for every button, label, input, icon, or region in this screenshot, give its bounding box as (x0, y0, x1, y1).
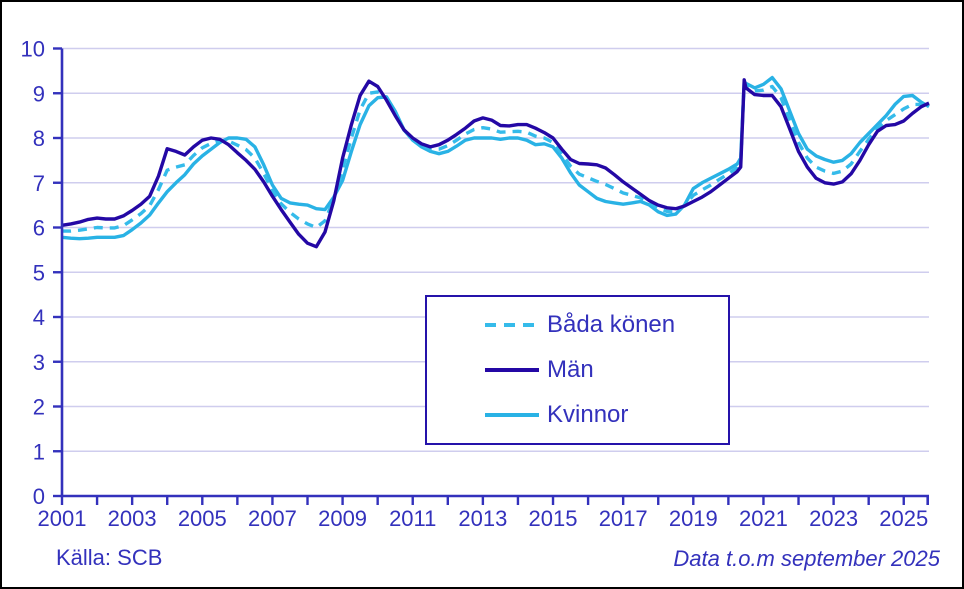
y-tick-label: 2 (33, 395, 45, 420)
legend-item-man: Män (427, 353, 728, 387)
x-tick-label: 2003 (108, 506, 157, 531)
x-tick-label: 2023 (809, 506, 858, 531)
data-asof-caption: Data t.o.m september 2025 (673, 546, 940, 571)
x-tick-label: 2025 (879, 506, 928, 531)
x-tick-label: 2007 (248, 506, 297, 531)
x-tick-label: 2015 (529, 506, 578, 531)
x-tick-label: 2009 (318, 506, 367, 531)
series-line-m-n (61, 78, 930, 249)
y-tick-label: 8 (33, 126, 45, 151)
legend-label: Män (547, 355, 594, 383)
solid-line-swatch-icon (485, 367, 539, 372)
x-tick-label: 2021 (739, 506, 788, 531)
y-tick-label: 5 (33, 260, 45, 285)
y-tick-label: 4 (33, 305, 45, 330)
series-line-kvinnor (61, 75, 930, 241)
x-tick-label: 2019 (669, 506, 718, 531)
solid-line-swatch-icon (485, 412, 539, 417)
source-caption: Källa: SCB (56, 545, 163, 570)
x-tick-label: 2017 (599, 506, 648, 531)
y-tick-label: 1 (33, 439, 45, 464)
x-tick-label: 2005 (178, 506, 227, 531)
y-tick-label: 0 (33, 484, 45, 509)
x-tick-label: 2013 (458, 506, 507, 531)
legend: Båda könen Män Kvinnor (425, 295, 730, 445)
legend-item-bada-konen: Båda könen (427, 308, 728, 342)
legend-label: Kvinnor (547, 400, 629, 428)
dashed-line-swatch-icon (485, 323, 539, 328)
y-tick-label: 3 (33, 350, 45, 375)
x-tick-label: 2001 (38, 506, 87, 531)
y-tick-label: 6 (33, 216, 45, 241)
legend-label: Båda könen (547, 311, 676, 339)
y-tick-label: 9 (33, 81, 45, 106)
y-tick-label: 10 (21, 37, 45, 62)
series-line-b-da-k-nen (62, 78, 930, 233)
x-tick-label: 2011 (389, 506, 436, 531)
y-tick-label: 7 (33, 171, 45, 196)
legend-item-kvinnor: Kvinnor (427, 398, 728, 432)
